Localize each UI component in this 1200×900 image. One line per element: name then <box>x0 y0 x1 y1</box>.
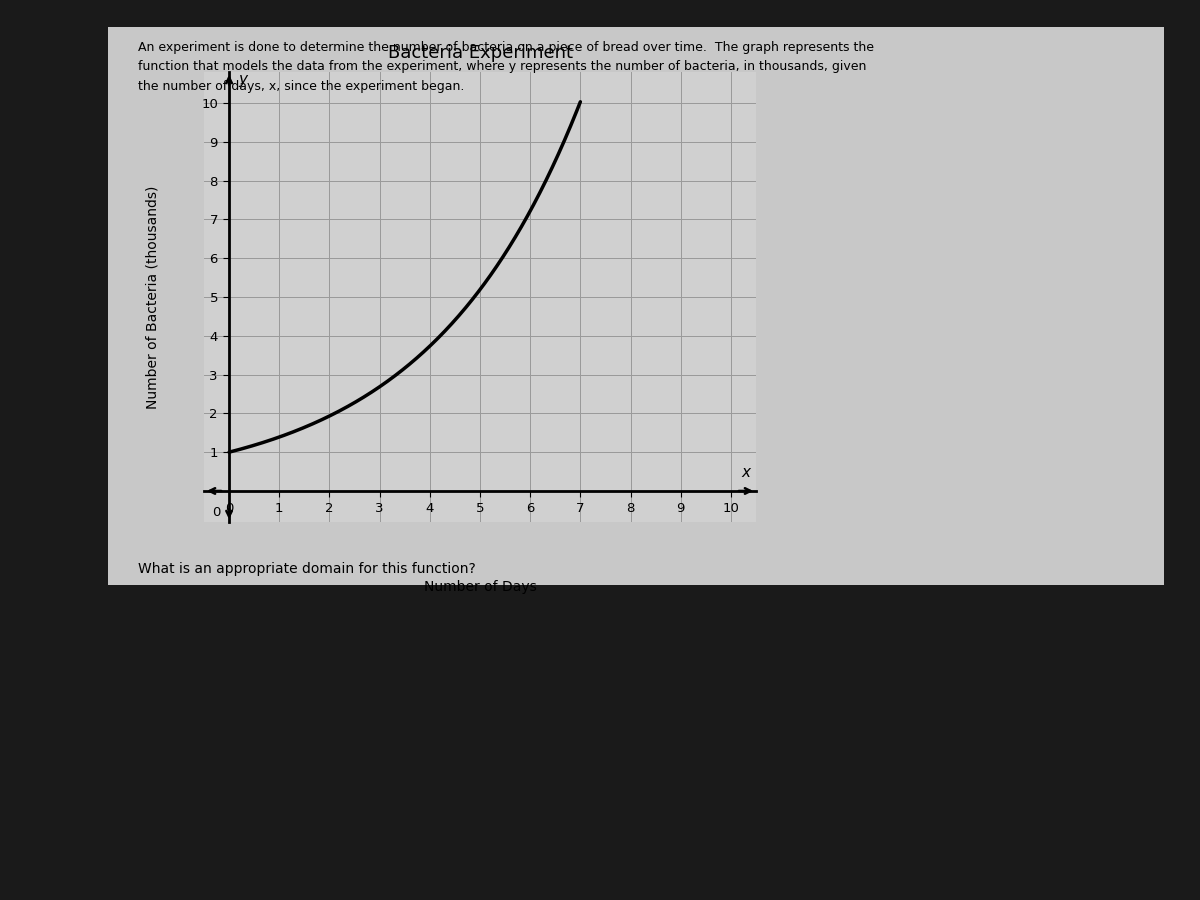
X-axis label: Number of Days: Number of Days <box>424 580 536 595</box>
Text: An experiment is done to determine the number of bacteria on a piece of bread ov: An experiment is done to determine the n… <box>138 40 874 53</box>
Text: 0: 0 <box>212 506 221 518</box>
Text: the number of days, x, since the experiment began.: the number of days, x, since the experim… <box>138 80 464 93</box>
Text: x: x <box>740 465 750 481</box>
Y-axis label: Number of Bacteria (thousands): Number of Bacteria (thousands) <box>145 185 160 409</box>
Text: y: y <box>238 72 247 86</box>
Title: Bacteria Experiment: Bacteria Experiment <box>388 44 572 62</box>
Text: What is an appropriate domain for this function?: What is an appropriate domain for this f… <box>138 562 475 577</box>
Text: function that models the data from the experiment, where y represents the number: function that models the data from the e… <box>138 60 866 73</box>
